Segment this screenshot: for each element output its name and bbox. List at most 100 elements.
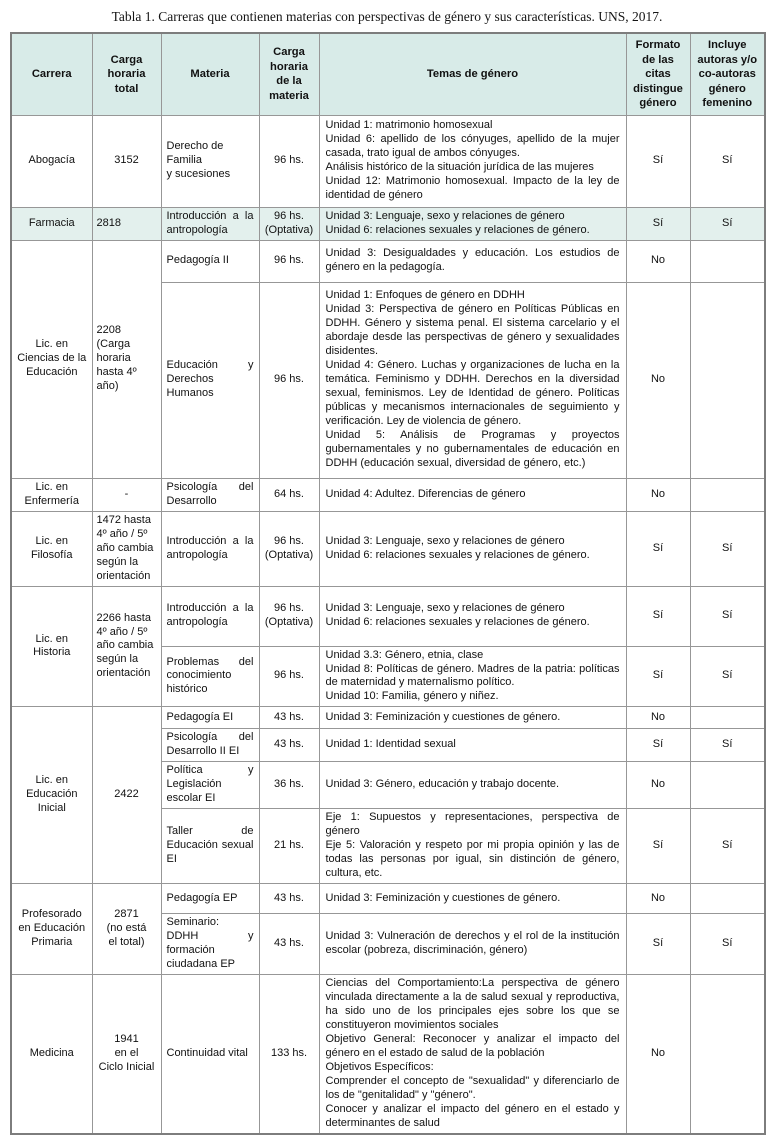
carga-materia-cell: 133 hs. [258, 973, 320, 1135]
formato-cell: Sí [625, 645, 691, 708]
carga-materia-cell: 96 hs. (Optativa) [258, 585, 320, 647]
table-row: Educación y Derechos Humanos 96 hs. Unid… [11, 281, 766, 479]
formato-cell: Sí [625, 114, 691, 208]
formato-cell: No [625, 239, 691, 283]
formato-cell: Sí [625, 728, 691, 763]
materia-cell: Introducción a la antropología [160, 510, 260, 587]
table-row: Taller de Educación sexual EI 21 hs. Eje… [11, 808, 766, 885]
carrera-cell: Profesorado en Educación Primaria [10, 883, 93, 975]
incluye-cell: Sí [689, 808, 766, 885]
carga-total-cell: 2818 [91, 206, 162, 241]
table-row: Lic. en Educación Inicial 2422 Pedagogía… [10, 706, 766, 885]
materia-cell: Psicología del Desarrollo II EI [160, 728, 260, 763]
incluye-cell [689, 281, 766, 479]
formato-cell: No [625, 973, 691, 1135]
carga-materia-cell: 64 hs. [258, 477, 320, 512]
materia-cell: Derecho de Familia y sucesiones [160, 114, 260, 208]
carga-materia-cell: 96 hs. (Optativa) [258, 510, 320, 587]
materia-cell: Educación y Derechos Humanos [160, 281, 260, 479]
carga-total-cell: 2422 [91, 706, 162, 885]
carrera-cell: Lic. en Ciencias de la Educación [10, 239, 93, 479]
temas-cell: Unidad 3: Lenguaje, sexo y relaciones de… [318, 585, 627, 647]
table-row: Farmacia 2818 Introducción a la antropol… [10, 206, 766, 241]
table-row: Abogacía 3152 Derecho de Familia y suces… [10, 114, 766, 208]
carga-total-cell: 2871 (no está el total) [91, 883, 162, 975]
table-row: Lic. en Ciencias de la Educación 2208 (C… [10, 239, 766, 479]
formato-cell: Sí [625, 510, 691, 587]
header-temas: Temas de género [318, 32, 627, 116]
incluye-cell [689, 761, 766, 810]
temas-cell: Unidad 3: Género, educación y trabajo do… [318, 761, 627, 810]
materia-cell: Política y Legislación escolar EI [160, 761, 260, 810]
incluye-cell: Sí [689, 510, 766, 587]
materia-cell: Introducción a la antropología [160, 206, 260, 241]
carrera-cell: Medicina [10, 973, 93, 1135]
incluye-cell: Sí [689, 728, 766, 763]
temas-cell: Unidad 1: Enfoques de género en DDHH Uni… [318, 281, 627, 479]
temas-cell: Unidad 1: Identidad sexual [318, 728, 627, 763]
header-carga-materia: Carga horaria de la materia [258, 32, 320, 116]
formato-cell: No [625, 477, 691, 512]
incluye-cell: Sí [689, 206, 766, 241]
temas-cell: Unidad 1: matrimonio homosexual Unidad 6… [318, 114, 627, 208]
temas-cell: Eje 1: Supuestos y representaciones, per… [318, 808, 627, 885]
temas-cell: Unidad 3: Desigualdades y educación. Los… [318, 239, 627, 283]
carga-materia-cell: 96 hs. [258, 114, 320, 208]
temas-cell: Unidad 3: Feminización y cuestiones de g… [318, 706, 627, 730]
materia-cell: Introducción a la antropología [160, 585, 260, 647]
carga-materia-cell: 96 hs. [258, 645, 320, 708]
formato-cell: Sí [625, 585, 691, 647]
materia-cell: Taller de Educación sexual EI [160, 808, 260, 885]
temas-cell: Unidad 3: Vulneración de derechos y el r… [318, 913, 627, 975]
table-row: Psicología del Desarrollo II EI 43 hs. U… [11, 728, 766, 763]
carga-materia-cell: 96 hs. [258, 239, 320, 283]
table-row: Medicina 1941 en el Ciclo Inicial Contin… [10, 973, 766, 1135]
incluye-cell [689, 973, 766, 1135]
formato-cell: No [625, 761, 691, 810]
carga-total-cell: 1941 en el Ciclo Inicial [91, 973, 162, 1135]
carga-materia-cell: 43 hs. [258, 883, 320, 915]
table-row: Problemas del conocimiento histórico 96 … [11, 645, 766, 708]
carga-materia-cell: 43 hs. [258, 706, 320, 730]
table-row: Lic. en Enfermería - Psicología del Desa… [10, 477, 766, 512]
table-row: Lic. en Filosofía 1472 hasta 4º año / 5º… [10, 510, 766, 587]
formato-cell: No [625, 883, 691, 915]
temas-cell: Unidad 3.3: Género, etnia, clase Unidad … [318, 645, 627, 708]
header-formato: Formato de las citas distingue género [625, 32, 691, 116]
carga-total-cell: 2208 (Carga horaria hasta 4º año) [91, 239, 162, 479]
carga-total-cell: - [91, 477, 162, 512]
table-row: Profesorado en Educación Primaria 2871 (… [10, 883, 766, 975]
carga-materia-cell: 36 hs. [258, 761, 320, 810]
gender-courses-table: Carrera Carga horaria total Materia Carg… [10, 32, 766, 1135]
materia-cell: Problemas del conocimiento histórico [160, 645, 260, 708]
carrera-cell: Lic. en Historia [10, 585, 93, 708]
table-row: Lic. en Historia 2266 hasta 4º año / 5º … [10, 585, 766, 708]
carga-materia-cell: 21 hs. [258, 808, 320, 885]
temas-cell: Unidad 4: Adultez. Diferencias de género [318, 477, 627, 512]
formato-cell: Sí [625, 808, 691, 885]
incluye-cell [689, 883, 766, 915]
materia-cell: Pedagogía EP [160, 883, 260, 915]
carga-materia-cell: 43 hs. [258, 728, 320, 763]
carrera-cell: Abogacía [10, 114, 93, 208]
materia-cell: Continuidad vital [160, 973, 260, 1135]
temas-cell: Unidad 3: Lenguaje, sexo y relaciones de… [318, 206, 627, 241]
carrera-cell: Lic. en Educación Inicial [10, 706, 93, 885]
materia-cell: Psicología del Desarrollo [160, 477, 260, 512]
incluye-cell: Sí [689, 114, 766, 208]
table-row: Política y Legislación escolar EI 36 hs.… [11, 761, 766, 810]
materia-cell: Seminario: DDHH y formación ciudadana EP [160, 913, 260, 975]
temas-cell: Unidad 3: Lenguaje, sexo y relaciones de… [318, 510, 627, 587]
formato-cell: Sí [625, 913, 691, 975]
carrera-cell: Lic. en Enfermería [10, 477, 93, 512]
incluye-cell: Sí [689, 645, 766, 708]
incluye-cell: Sí [689, 913, 766, 975]
temas-cell: Unidad 3: Feminización y cuestiones de g… [318, 883, 627, 915]
header-carga-total: Carga horaria total [91, 32, 162, 116]
table-title: Tabla 1. Carreras que contienen materias… [111, 9, 663, 24]
formato-cell: Sí [625, 206, 691, 241]
header-row: Carrera Carga horaria total Materia Carg… [10, 32, 766, 116]
carga-total-cell: 3152 [91, 114, 162, 208]
temas-cell: Ciencias del Comportamiento:La perspecti… [318, 973, 627, 1135]
incluye-cell [689, 477, 766, 512]
